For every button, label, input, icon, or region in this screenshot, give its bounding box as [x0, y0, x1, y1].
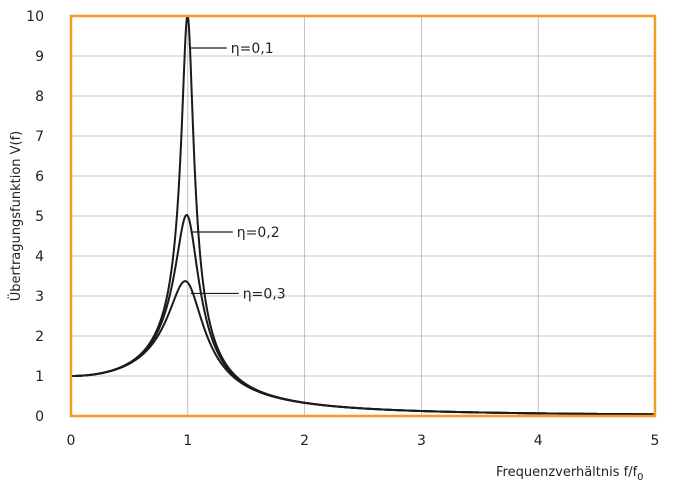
y-tick-label: 0 [35, 409, 44, 425]
series-label: η=0,3 [243, 286, 286, 302]
annotations: η=0,1 η=0,2 η=0,3 [190, 41, 286, 302]
curves [71, 15, 656, 416]
x-axis-label: Frequenzverhältnis f/f0 [496, 465, 644, 481]
x-tick-label: 1 [183, 433, 192, 449]
y-axis-label: Übertragungsfunktion V(f) [7, 131, 24, 302]
y-tick-label: 9 [35, 49, 44, 65]
x-tick-label: 3 [417, 433, 426, 449]
y-tick-label: 4 [35, 249, 44, 265]
x-tick-label: 4 [534, 433, 543, 449]
x-tick-label: 5 [651, 433, 660, 449]
y-tick-label: 5 [35, 209, 44, 225]
series-label: η=0,1 [231, 41, 274, 57]
y-tick-label: 3 [35, 289, 44, 305]
series-line [71, 15, 655, 416]
series-label: η=0,2 [237, 225, 280, 241]
series-line [71, 213, 655, 416]
y-tick-label: 6 [35, 169, 44, 185]
series-line [71, 280, 656, 416]
y-tick-label: 7 [35, 129, 44, 145]
x-tick-label: 2 [300, 433, 309, 449]
y-tick-label: 10 [26, 9, 44, 25]
x-tick-label: 0 [67, 433, 76, 449]
grid [71, 16, 655, 416]
x-ticks: 0 1 2 3 4 5 [67, 433, 660, 449]
y-tick-label: 8 [35, 89, 44, 105]
y-tick-label: 2 [35, 329, 44, 345]
plot-frame [69, 14, 657, 418]
x-axis-label-main: Frequenzverhältnis f/f [496, 465, 638, 480]
x-axis-label-subscript: 0 [637, 472, 643, 481]
y-tick-label: 1 [35, 369, 44, 385]
y-ticks: 0 1 2 3 4 5 6 7 8 9 10 [26, 9, 44, 425]
